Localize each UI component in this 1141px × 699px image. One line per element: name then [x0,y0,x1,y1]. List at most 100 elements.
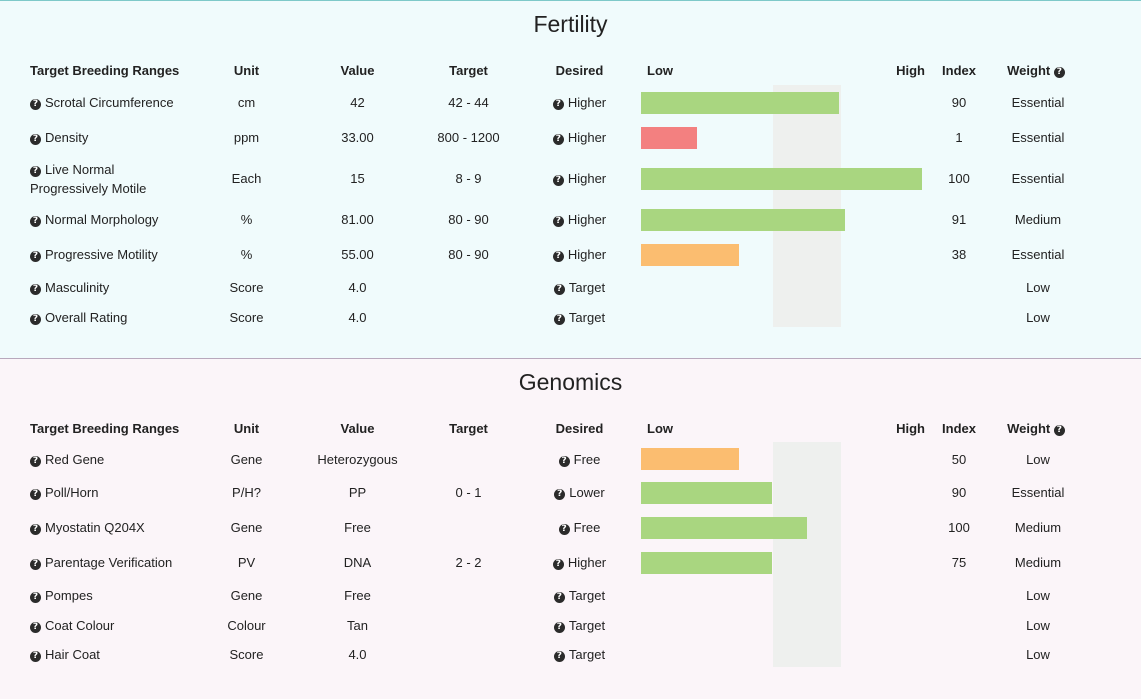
row-unit: Colour [227,618,266,633]
row-desired-cell[interactable]: ? Higher [524,120,635,155]
row-value: 42 [350,95,365,110]
help-icon[interactable]: ? [30,622,41,633]
help-icon[interactable]: ? [30,524,41,535]
row-desired-cell[interactable]: ? Target [524,272,635,303]
col-header-unit: Unit [233,420,260,436]
help-icon[interactable]: ? [30,165,41,177]
help-icon[interactable]: ? [30,313,41,325]
help-icon[interactable]: ? [30,489,41,500]
section-title: Genomics [518,369,623,395]
help-icon[interactable]: ? [552,559,564,570]
help-icon[interactable]: ? [553,284,565,295]
table-row: ? Scrotal Circumference cm 42 42 - 44? Higher… [24,85,1080,120]
row-index: 91 [951,212,967,227]
fertility-table: Target Breeding Ranges Unit Value Target… [24,55,1080,331]
row-unit: Score [229,647,264,662]
help-icon[interactable]: ? [553,313,565,325]
table-row: ? Hair Coat Score 4.0? Target Low [24,640,1080,669]
help-icon[interactable]: ? [1053,424,1065,436]
row-desired: Target [568,647,606,662]
weight-label: Weight [1007,420,1051,436]
row-desired-cell[interactable]: ? Higher [524,155,635,202]
row-name: Coat Colour [45,618,115,633]
row-name-cell[interactable]: ? Hair Coat [24,640,191,669]
col-header-target: Target [449,420,488,436]
row-weight: Essential [1011,247,1065,262]
help-icon[interactable]: ? [554,489,566,500]
row-name: Scrotal Circumference [45,95,174,110]
row-desired-cell[interactable]: ? Higher [524,85,635,120]
row-desired-cell[interactable]: ? Target [524,611,635,640]
row-name-cell[interactable]: ? Normal Morphology [24,202,191,237]
row-range-cell [635,443,922,475]
row-unit: % [240,247,253,262]
help-icon[interactable]: ? [553,651,565,662]
table-row: ? Overall Rating Score 4.0? Target Low [24,303,1080,331]
row-name-cell[interactable]: ? Live Normal Progressively Motile [24,155,191,202]
help-icon[interactable]: ? [552,216,564,227]
help-icon[interactable]: ? [553,592,565,603]
row-desired: Higher [567,247,607,262]
row-target: 800 - 1200 [437,130,500,145]
row-desired: Free [573,451,601,467]
row-name-cell[interactable]: ? Myostatin Q204X [24,510,191,545]
row-desired-cell[interactable]: ? Higher [524,545,635,580]
help-icon[interactable]: ? [30,455,41,467]
help-icon[interactable]: ? [30,592,41,603]
row-desired-cell[interactable]: ? Higher [524,202,635,237]
row-name-cell[interactable]: ? Pompes [24,580,191,611]
help-icon[interactable]: ? [30,99,41,110]
help-icon[interactable]: ? [30,251,41,262]
help-icon[interactable]: ? [552,99,564,110]
col-header-value: Value [340,420,375,436]
row-weight: Essential [1011,171,1065,186]
table-row: ? Progressive Motility% 55.00 80 - 90? Highe… [24,237,1080,272]
col-header-index: Index [942,62,976,78]
help-icon[interactable]: ? [30,651,41,662]
row-name-cell[interactable]: ? Poll/Horn [24,475,191,510]
help-icon[interactable]: ? [30,216,41,227]
row-name: Live Normal Progressively Motile [30,161,147,196]
range-low-label: Low [647,421,673,436]
row-desired: Target [568,280,606,295]
row-name-cell[interactable]: ? Scrotal Circumference [24,85,191,120]
row-desired-cell[interactable]: ? Target [524,640,635,669]
help-icon[interactable]: ? [552,134,564,145]
help-icon[interactable]: ? [30,559,41,570]
index-bar [641,448,740,470]
row-name-cell[interactable]: ? Red Gene [24,443,191,475]
row-desired-cell[interactable]: ? Target [524,303,635,331]
row-range-cell [635,272,922,303]
row-index [922,303,996,331]
help-icon[interactable]: ? [552,175,564,186]
range-track [641,237,922,272]
row-name-cell[interactable]: ? Coat Colour [24,611,191,640]
row-name-cell[interactable]: ? Masculinity [24,272,191,303]
row-value: 4.0 [348,280,367,295]
help-icon[interactable]: ? [30,134,41,145]
help-icon[interactable]: ? [552,251,564,262]
row-desired-cell[interactable]: ? Lower [524,475,635,510]
row-name-cell[interactable]: ? Density [24,120,191,155]
row-weight: Medium [1014,555,1062,570]
row-weight: Low [1026,618,1050,633]
row-target: 2 - 2 [455,555,482,570]
row-value: 55.00 [341,247,374,262]
row-name-cell[interactable]: ? Parentage Verification [24,545,191,580]
col-header-weight[interactable]: Weight ? [996,413,1080,443]
row-desired-cell[interactable]: ? Free [524,510,635,545]
help-icon[interactable]: ? [558,524,570,535]
help-icon[interactable]: ? [1053,66,1065,78]
help-icon[interactable]: ? [553,622,565,633]
col-header-weight[interactable]: Weight ? [996,55,1080,85]
row-desired: Target [568,588,606,603]
help-icon[interactable]: ? [30,284,41,295]
row-desired-cell[interactable]: ? Target [524,580,635,611]
row-name: Parentage Verification [45,555,173,570]
help-icon[interactable]: ? [558,455,570,467]
row-desired-cell[interactable]: ? Higher [524,237,635,272]
row-desired-cell[interactable]: ? Free [524,443,635,475]
row-name-cell[interactable]: ? Progressive Motility [24,237,191,272]
row-name-cell[interactable]: ? Overall Rating [24,303,191,331]
row-target [413,510,524,545]
